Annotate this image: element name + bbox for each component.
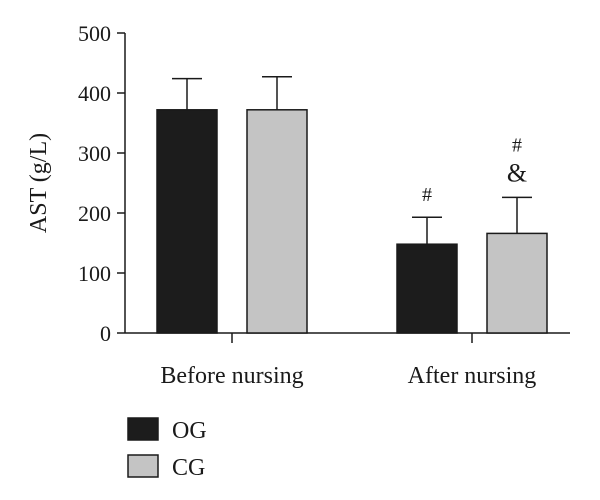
significance-annotation: # — [422, 184, 432, 206]
significance-annotation: # — [512, 134, 522, 156]
bar-cg-before — [246, 109, 308, 334]
legend-swatch-og — [127, 417, 159, 441]
chart-bars — [156, 76, 548, 334]
y-tick-label: 0 — [100, 321, 111, 346]
legend-label-cg: CG — [172, 455, 205, 481]
chart-axes: 0 100 200 300 400 500 AST (g/L) Before nursing A… — [26, 21, 570, 389]
bar-og-after — [396, 243, 458, 334]
y-tick-label: 100 — [78, 261, 111, 286]
legend-swatch-cg — [127, 454, 159, 478]
chart-legend: OG CG — [127, 417, 207, 481]
legend-label-og: OG — [172, 418, 207, 444]
chart-annotations: ##& — [422, 134, 527, 206]
y-tick-label: 300 — [78, 141, 111, 166]
bar-og-before — [156, 109, 218, 334]
y-tick-label: 500 — [78, 21, 111, 46]
x-category-label: Before nursing — [160, 363, 303, 389]
significance-annotation: & — [507, 158, 527, 187]
bar-cg-after — [486, 232, 548, 334]
x-category-label: After nursing — [408, 363, 537, 389]
y-tick-label: 200 — [78, 201, 111, 226]
y-tick-label: 400 — [78, 81, 111, 106]
y-axis-title: AST (g/L) — [26, 133, 52, 233]
